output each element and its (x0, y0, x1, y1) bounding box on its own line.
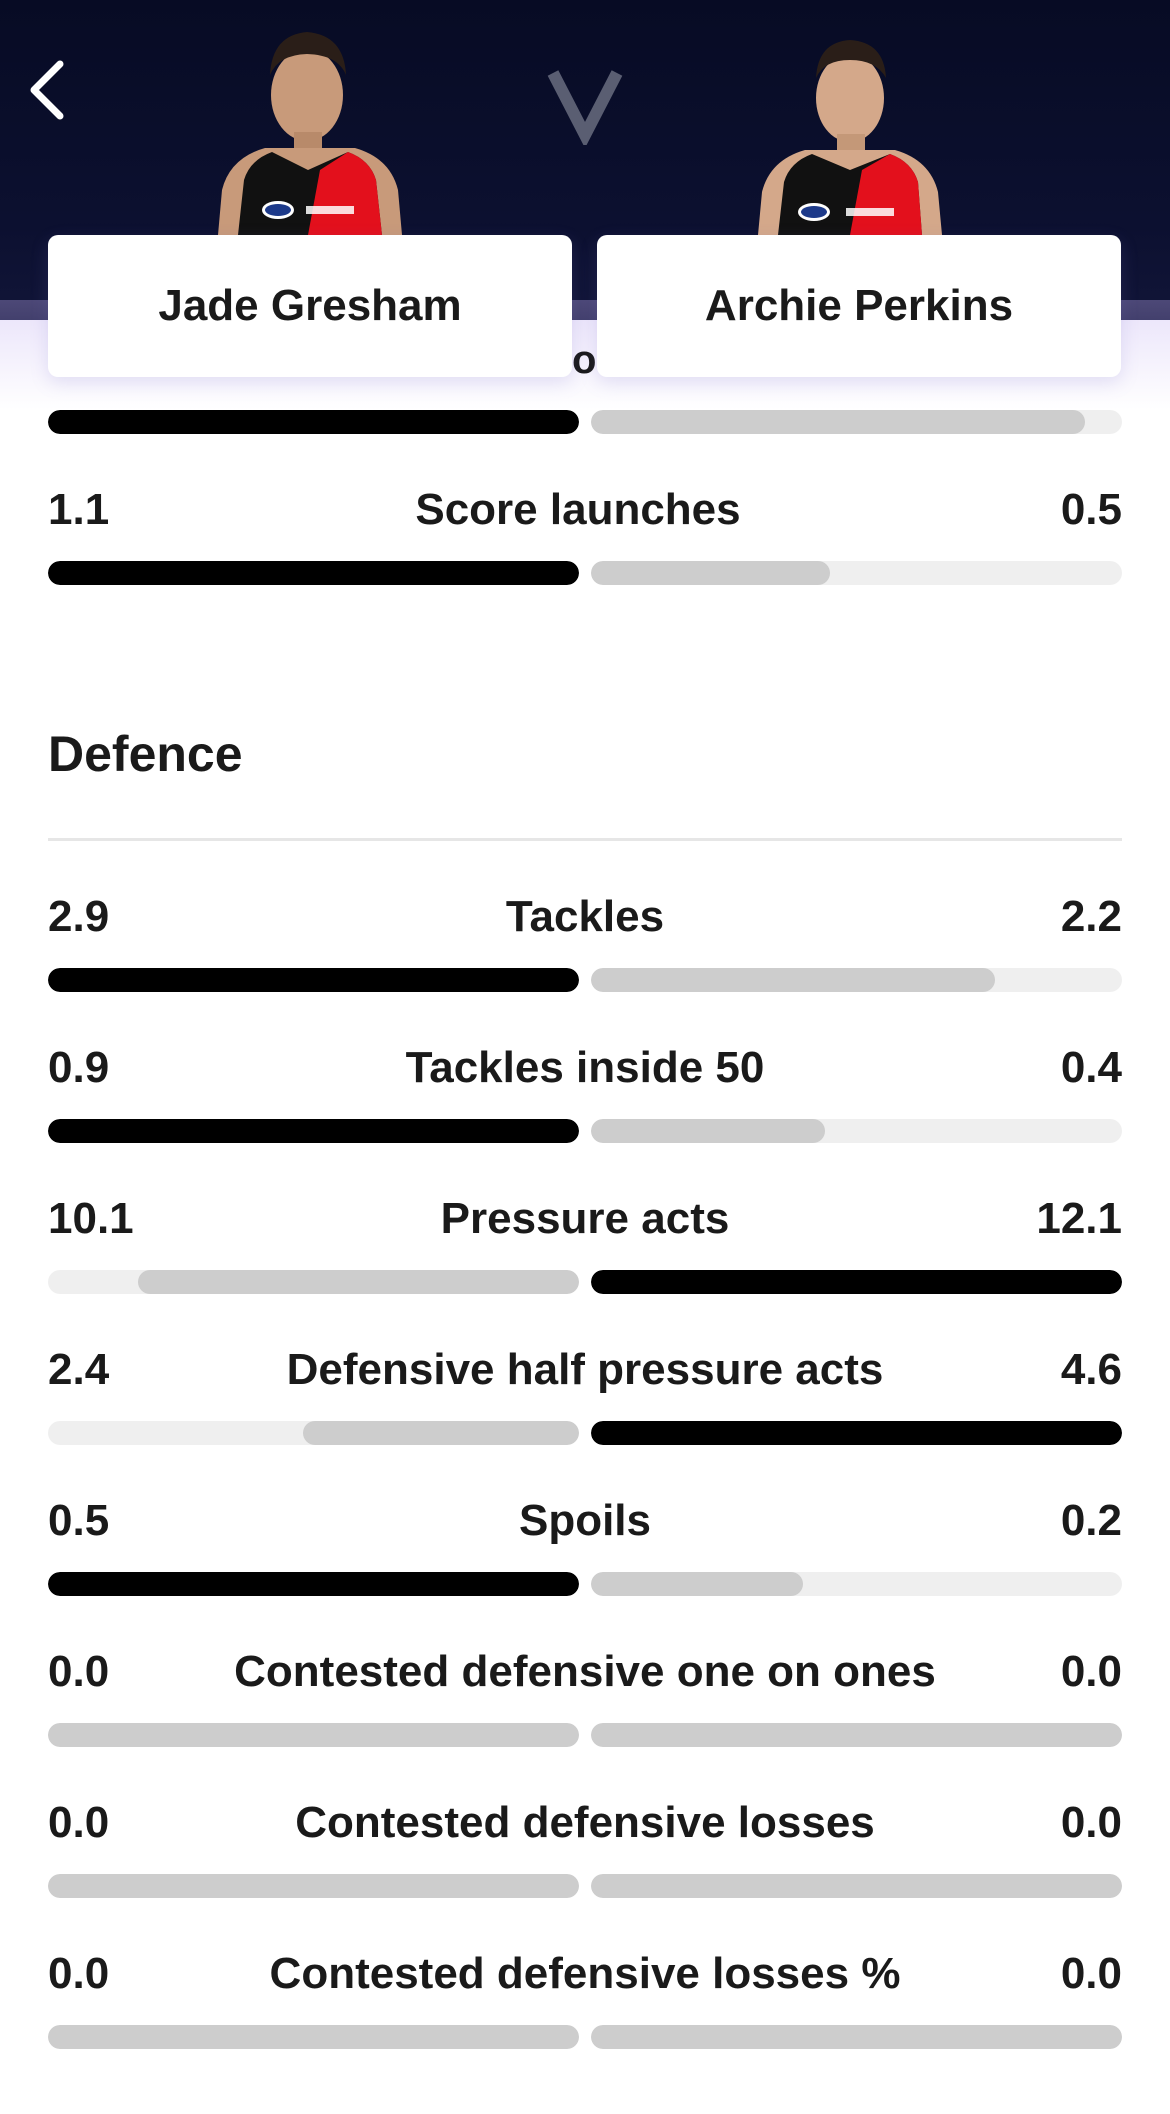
player-photo-left (210, 20, 410, 235)
stat-bar-right (591, 1723, 1122, 1747)
stat-value-right: 0.2 (1060, 1496, 1122, 1545)
stat-bar-fill (48, 1874, 579, 1898)
stat-bar-fill (48, 561, 579, 585)
stat-bar-fill (591, 410, 1085, 434)
stat-row: 2.9 Tackles 2.2 (48, 887, 1122, 947)
stat-bar-right (591, 2025, 1122, 2049)
player-name-right[interactable]: Archie Perkins (597, 235, 1121, 377)
stat-bar-fill (591, 1119, 825, 1143)
stat-bar-fill (302, 1421, 579, 1445)
stat-bar-fill (591, 2025, 1122, 2049)
prev-stat-bar-right (591, 410, 1122, 434)
stat-row: 10.1 Pressure acts 12.1 (48, 1189, 1122, 1249)
player-name-left[interactable]: Jade Gresham (48, 235, 572, 377)
stat-bar-fill (48, 410, 579, 434)
stat-bar-fill (48, 1119, 579, 1143)
stat-bar-right (591, 1270, 1122, 1294)
stat-row: 0.0 Contested defensive losses 0.0 (48, 1793, 1122, 1853)
stat-value-left: 0.0 (48, 1798, 110, 1847)
stat-value-left: 1.1 (48, 485, 110, 534)
stat-row-score-launches: 1.1 Score launches 0.5 (48, 480, 1122, 540)
stat-bar-fill (591, 1270, 1122, 1294)
stat-bar-left (48, 1723, 579, 1747)
stat-value-right: 0.0 (1060, 1798, 1122, 1847)
stat-value-left: 0.9 (48, 1043, 110, 1092)
stat-bar-fill (591, 561, 830, 585)
stat-bar-fill (48, 2025, 579, 2049)
stat-bar-fill (591, 1421, 1122, 1445)
stat-value-left: 10.1 (48, 1194, 134, 1243)
back-button[interactable] (18, 55, 78, 125)
stat-bar-fill (48, 1572, 579, 1596)
stat-row: 0.9 Tackles inside 50 0.4 (48, 1038, 1122, 1098)
stat-label: Score launches (415, 485, 741, 534)
stat-value-left: 0.5 (48, 1496, 110, 1545)
stat-bar-left (48, 561, 579, 585)
stat-bar-left (48, 1421, 579, 1445)
stat-value-right: 0.5 (1060, 485, 1122, 534)
stat-row: 2.4 Defensive half pressure acts 4.6 (48, 1340, 1122, 1400)
stat-label: Contested defensive one on ones (234, 1647, 936, 1696)
stat-bar-fill (591, 1572, 804, 1596)
stat-bar-fill (138, 1270, 579, 1294)
stat-label: Pressure acts (440, 1194, 730, 1243)
stat-value-right: 0.4 (1060, 1043, 1122, 1092)
stat-bar-left (48, 1270, 579, 1294)
versus-icon (547, 70, 623, 145)
stat-bar-left (48, 1119, 579, 1143)
stat-value-left: 0.0 (48, 1949, 110, 1998)
stat-value-left: 2.4 (48, 1345, 110, 1394)
stat-row: 0.5 Spoils 0.2 (48, 1491, 1122, 1551)
stat-row: 0.0 Contested defensive one on ones 0.0 (48, 1642, 1122, 1702)
section-title-defence: Defence (48, 726, 243, 782)
stat-bar-left (48, 2025, 579, 2049)
stat-bar-right (591, 561, 1122, 585)
stat-label: Contested defensive losses % (269, 1949, 901, 1998)
stat-bar-fill (591, 1874, 1122, 1898)
stat-bar-right (591, 1874, 1122, 1898)
stat-label: Tackles inside 50 (405, 1043, 765, 1092)
stat-bar-left (48, 1572, 579, 1596)
stat-label: Spoils (518, 1496, 652, 1545)
stat-value-left: 0.0 (48, 1647, 110, 1696)
stat-label: Defensive half pressure acts (286, 1345, 884, 1394)
chevron-left-icon (30, 60, 64, 120)
prev-stat-bar-left (48, 410, 579, 434)
stat-bar-right (591, 968, 1122, 992)
player-photo-right (750, 20, 950, 235)
stat-value-right: 4.6 (1060, 1345, 1122, 1394)
stat-row: 0.0 Contested defensive losses % 0.0 (48, 1944, 1122, 2004)
stat-bar-fill (48, 1723, 579, 1747)
section-divider (48, 838, 1122, 841)
stat-bar-left (48, 1874, 579, 1898)
stat-value-right: 2.2 (1060, 892, 1122, 941)
stat-bar-left (48, 968, 579, 992)
stat-value-left: 2.9 (48, 892, 110, 941)
stat-value-right: 0.0 (1060, 1949, 1122, 1998)
stat-label: Contested defensive losses (295, 1798, 875, 1847)
stat-value-right: 0.0 (1060, 1647, 1122, 1696)
stat-bar-right (591, 1119, 1122, 1143)
stat-bar-fill (591, 968, 995, 992)
stat-bar-right (591, 1572, 1122, 1596)
stat-bar-right (591, 1421, 1122, 1445)
stat-bar-fill (48, 968, 579, 992)
stat-value-right: 12.1 (1036, 1194, 1122, 1243)
stat-bar-fill (591, 1723, 1122, 1747)
stat-label: Tackles (505, 892, 665, 941)
section-title-peek: o (572, 338, 597, 382)
